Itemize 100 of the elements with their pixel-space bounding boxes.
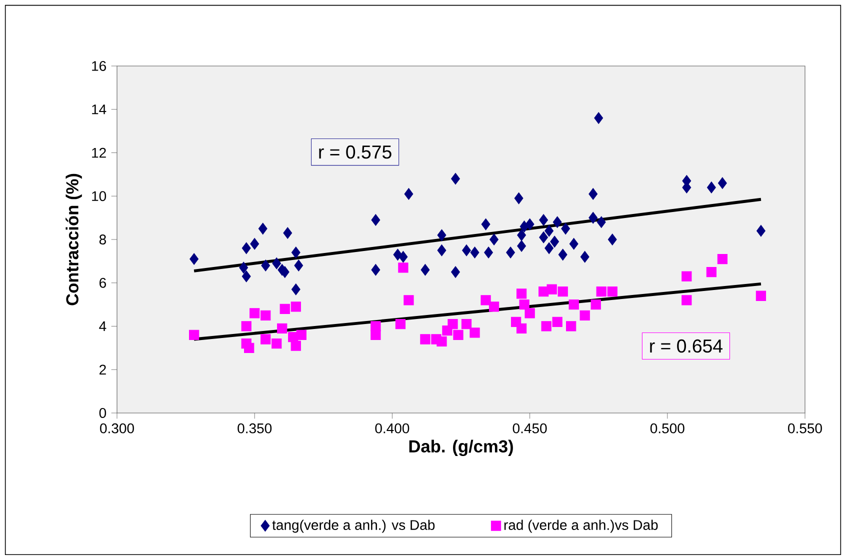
point [480, 295, 491, 306]
point [188, 330, 200, 340]
point [517, 229, 526, 242]
point [395, 319, 406, 330]
point [550, 236, 560, 248]
point [561, 222, 570, 235]
point [525, 218, 534, 230]
point [481, 218, 490, 230]
point [756, 224, 766, 237]
point [517, 240, 526, 252]
point [370, 321, 381, 332]
point [290, 302, 301, 312]
x-tick-label: 0.400 [375, 423, 410, 434]
point [682, 295, 692, 306]
point [451, 172, 460, 185]
point [588, 188, 598, 200]
point [250, 238, 260, 250]
y-tick-label: 6 [100, 278, 106, 288]
point [244, 342, 254, 353]
point [594, 112, 604, 124]
y-tick-label: 14 [92, 104, 106, 114]
point [756, 290, 766, 301]
point [296, 330, 306, 340]
point [462, 244, 471, 256]
point [516, 288, 527, 299]
point [261, 260, 270, 272]
point [568, 299, 579, 310]
point [260, 334, 271, 344]
x-tick-label: 0.550 [788, 423, 822, 434]
x-tick-label: 0.350 [238, 423, 272, 434]
y-axis-title: Contracción (%) [66, 174, 82, 306]
point [291, 246, 300, 258]
point [558, 286, 568, 297]
point [607, 286, 618, 297]
point [371, 214, 380, 226]
point [461, 319, 472, 330]
point [294, 260, 304, 272]
point [277, 323, 288, 334]
point [250, 308, 260, 318]
point [437, 244, 446, 256]
point [514, 192, 524, 204]
annotation: r = 0.575 [319, 145, 392, 159]
point [436, 336, 447, 346]
y-tick-label: 12 [92, 148, 106, 158]
point [588, 212, 598, 224]
point [280, 304, 290, 314]
point [242, 242, 251, 254]
point [590, 299, 601, 310]
point [239, 262, 248, 274]
point [490, 234, 498, 246]
point [566, 321, 576, 332]
point [544, 224, 554, 237]
point [484, 246, 493, 258]
point [608, 234, 617, 246]
legend-label: rad (verde a anh.)vs Dab [504, 520, 658, 533]
point [398, 262, 408, 273]
x-tick-label: 0.500 [650, 423, 684, 434]
y-tick-label: 16 [92, 61, 106, 71]
point [506, 246, 516, 258]
point [241, 321, 252, 332]
point [371, 264, 380, 276]
point [516, 323, 527, 334]
point [546, 284, 557, 294]
point [272, 338, 282, 349]
point [420, 264, 430, 276]
point [437, 229, 446, 242]
point [580, 310, 590, 320]
point [541, 321, 552, 332]
y-tick-label: 10 [92, 191, 106, 202]
y-tick-label: 2 [100, 364, 106, 374]
annotation: r = 0.654 [650, 339, 722, 353]
point [524, 308, 535, 318]
point [519, 299, 530, 310]
point [580, 250, 590, 263]
point [717, 254, 728, 264]
point [258, 222, 268, 235]
point [552, 216, 562, 228]
point [470, 328, 480, 338]
point [539, 231, 548, 244]
point [272, 257, 282, 270]
point [596, 286, 606, 297]
y-tick-label: 4 [99, 321, 106, 332]
point [290, 340, 301, 351]
y-tick-label: 0 [99, 408, 106, 418]
point [544, 242, 554, 254]
point [718, 177, 727, 189]
point [569, 238, 578, 250]
point [552, 316, 562, 327]
point [453, 330, 464, 340]
point [398, 250, 408, 263]
x-tick-label: 0.300 [100, 423, 134, 434]
point [404, 188, 414, 200]
point [451, 266, 460, 278]
x-axis-title: Dab. (g/cm3) [409, 440, 513, 456]
point [558, 248, 568, 261]
point [283, 227, 292, 239]
point [488, 302, 500, 312]
point [260, 310, 271, 320]
point [190, 253, 199, 265]
point [242, 270, 251, 282]
